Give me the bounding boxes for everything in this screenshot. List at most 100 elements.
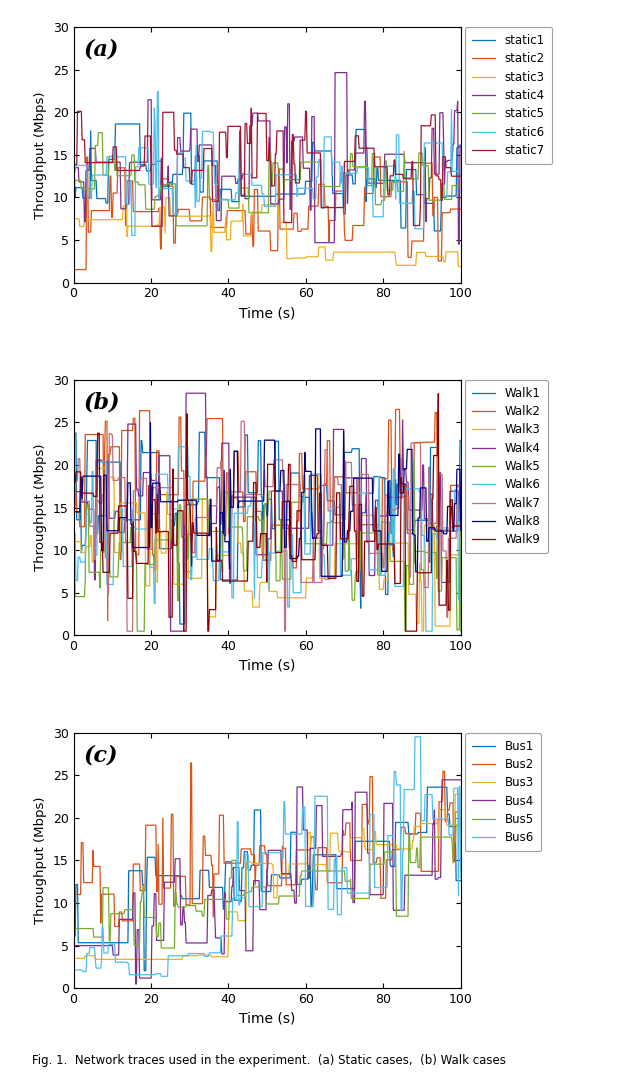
Bus2 [449, 796, 457, 809]
Walk8 [317, 570, 325, 583]
Walk7 [457, 481, 465, 494]
Bus3 [280, 868, 288, 881]
static7 [302, 105, 310, 118]
static5 [449, 179, 457, 192]
Bus2 [281, 841, 289, 854]
Bus5 [70, 922, 77, 935]
static2 [70, 200, 77, 213]
Walk9 [280, 495, 288, 508]
Walk1 [302, 491, 310, 504]
Walk1 [388, 527, 396, 540]
Bus4 [280, 867, 288, 880]
Walk5 [457, 624, 465, 637]
Bus1 [255, 804, 262, 816]
Walk4 [257, 549, 265, 562]
Walk1 [176, 618, 184, 631]
Walk7 [281, 624, 289, 637]
Walk3 [388, 537, 396, 550]
static6 [302, 181, 310, 194]
Bus2 [70, 888, 77, 901]
static1 [457, 138, 465, 151]
static4 [454, 238, 462, 251]
static4 [449, 154, 456, 167]
Bus3 [255, 856, 262, 869]
static3 [449, 245, 456, 258]
Y-axis label: Throughput (Mbps): Throughput (Mbps) [35, 444, 47, 571]
Bus6 [411, 730, 419, 743]
Bus6 [70, 963, 77, 976]
Walk2 [388, 499, 396, 512]
Walk8 [70, 505, 77, 518]
Walk5 [449, 551, 457, 564]
Walk6 [175, 441, 182, 454]
static3 [388, 245, 396, 258]
static1 [257, 190, 264, 203]
Bus5 [301, 864, 308, 877]
Walk9 [388, 538, 396, 551]
Bus4 [301, 823, 308, 836]
Bus4 [449, 773, 457, 786]
Bus2 [255, 859, 263, 872]
static7 [457, 170, 465, 183]
Walk7 [302, 576, 310, 589]
Bus6 [301, 800, 308, 813]
Text: Fig. 1.  Network traces used in the experiment.  (a) Static cases,  (b) Walk cas: Fig. 1. Network traces used in the exper… [32, 1054, 506, 1067]
Line: static6: static6 [74, 92, 461, 235]
Bus6 [255, 901, 262, 914]
Line: static3: static3 [74, 198, 461, 267]
Walk2 [301, 483, 308, 496]
Walk4 [255, 549, 263, 562]
static6 [281, 168, 289, 181]
Walk4 [167, 624, 175, 637]
Line: Walk9: Walk9 [74, 394, 461, 631]
Line: Bus2: Bus2 [74, 762, 461, 927]
Walk3 [70, 536, 77, 549]
Walk6 [449, 522, 457, 535]
Bus2 [457, 811, 465, 824]
Bus2 [111, 920, 118, 933]
Walk9 [457, 519, 465, 532]
static1 [280, 188, 288, 201]
static4 [457, 140, 465, 153]
Text: (c): (c) [83, 744, 118, 766]
Walk8 [257, 495, 264, 508]
Bus6 [257, 901, 264, 914]
Walk9 [70, 551, 77, 564]
static7 [449, 170, 457, 183]
Walk8 [147, 416, 154, 429]
Walk1 [255, 434, 263, 447]
Walk6 [457, 593, 465, 606]
static5 [70, 174, 77, 187]
Walk3 [301, 591, 308, 604]
static3 [454, 260, 462, 273]
static1 [431, 225, 438, 238]
Legend: Bus1, Bus2, Bus3, Bus4, Bus5, Bus6: Bus1, Bus2, Bus3, Bus4, Bus5, Bus6 [465, 732, 541, 851]
static6 [70, 165, 77, 178]
static4 [300, 162, 308, 175]
static7 [257, 107, 265, 120]
Bus5 [157, 942, 165, 955]
Bus1 [457, 874, 465, 887]
Walk5 [70, 543, 77, 556]
Bus4 [257, 903, 264, 916]
static5 [255, 206, 263, 219]
Walk2 [280, 518, 288, 531]
static4 [253, 107, 261, 120]
Bus5 [449, 838, 456, 851]
static7 [148, 219, 156, 232]
Walk9 [180, 624, 188, 637]
Walk8 [457, 524, 465, 537]
Bus5 [280, 890, 288, 903]
Walk9 [257, 527, 264, 540]
Walk3 [418, 624, 426, 637]
Walk7 [124, 624, 131, 637]
static5 [457, 179, 465, 192]
Bus4 [438, 773, 446, 786]
static6 [255, 179, 263, 192]
Walk4 [457, 514, 465, 527]
Walk2 [257, 505, 264, 518]
Line: Walk2: Walk2 [74, 409, 461, 621]
Walk9 [301, 553, 308, 566]
Walk6 [255, 571, 262, 584]
Bus1 [70, 879, 77, 892]
